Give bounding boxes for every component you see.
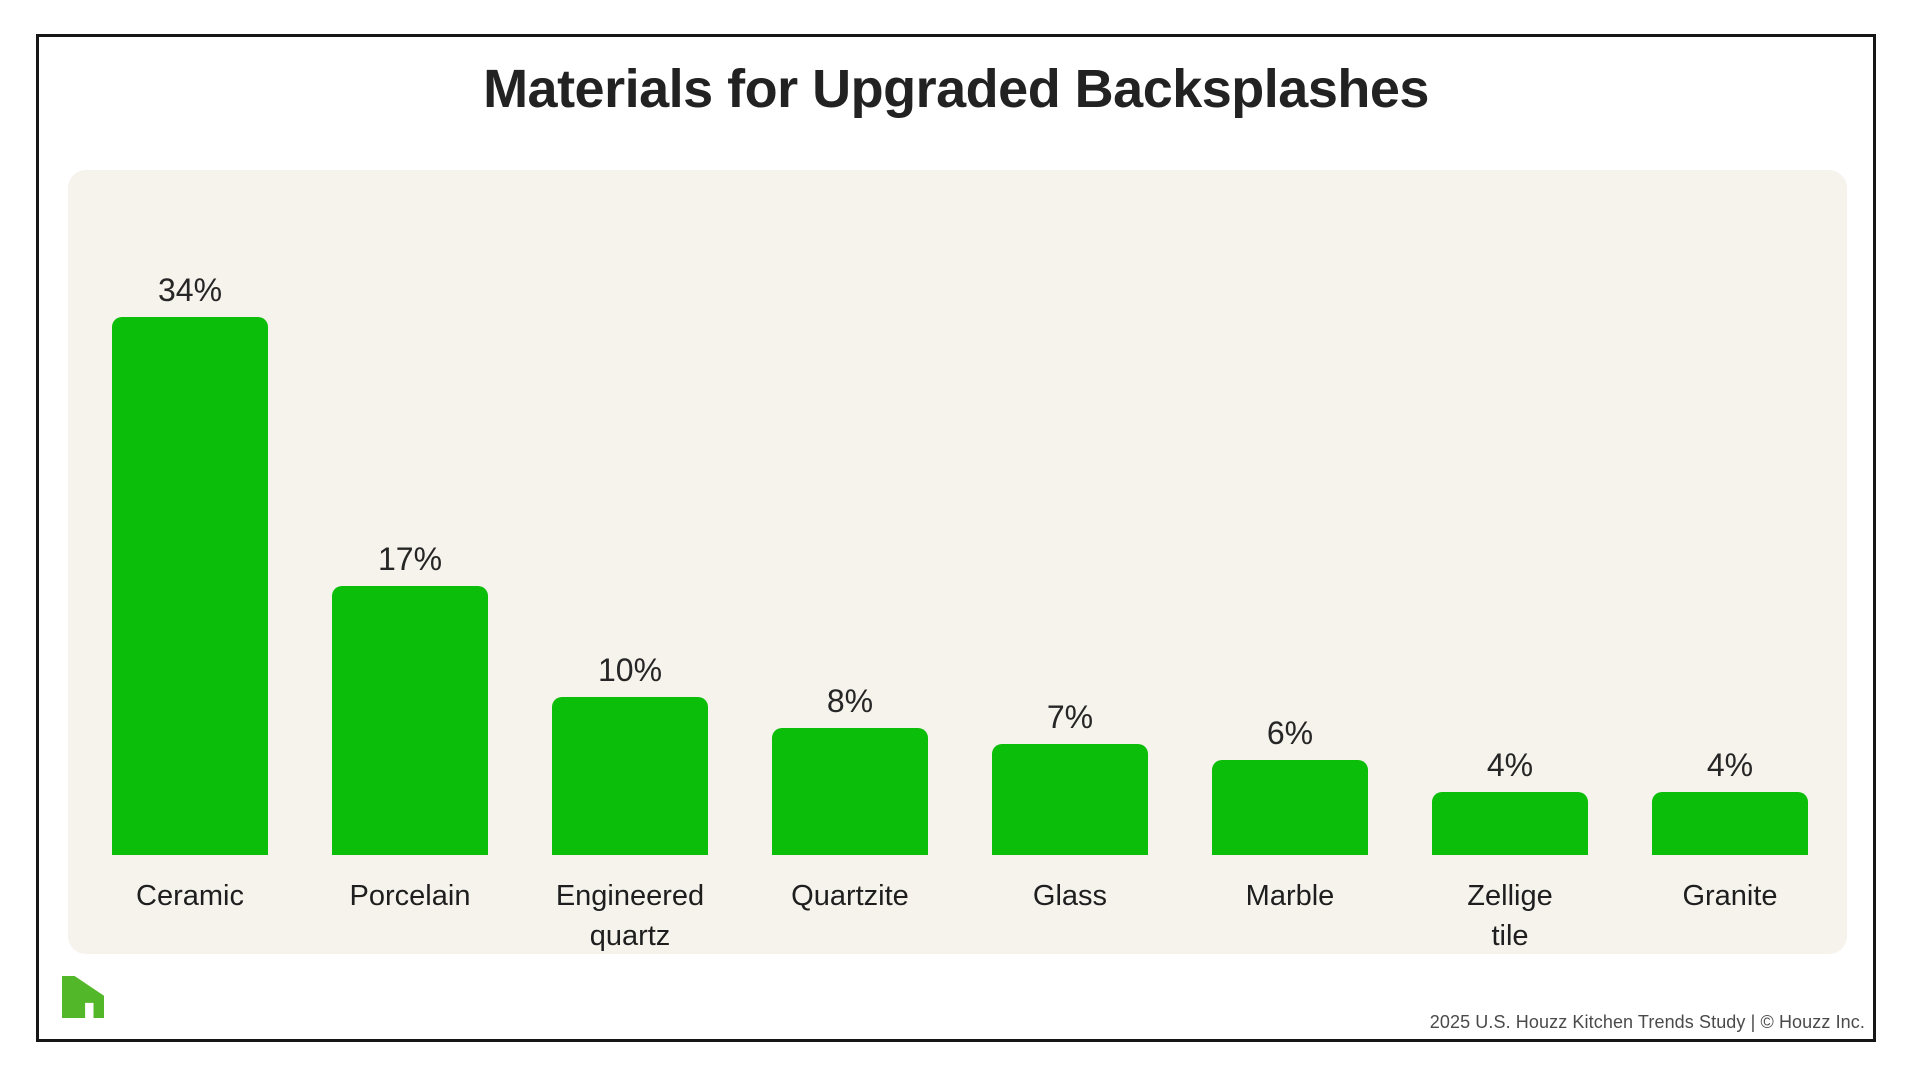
- category-label-porcelain: Porcelain: [349, 880, 471, 912]
- bar-value-marble: 6%: [1266, 715, 1314, 751]
- category-label-zellige-tile: Zellige tile: [1467, 880, 1553, 953]
- bar-value-ceramic: 34%: [157, 272, 223, 308]
- category-label-glass: Glass: [1032, 880, 1108, 912]
- bar-value-zellige-tile: 4%: [1486, 747, 1534, 783]
- bar-value-porcelain: 17%: [377, 541, 443, 577]
- bar-group-granite: 4%: [1620, 170, 1840, 855]
- bar-porcelain: [332, 586, 488, 855]
- bar-value-quartzite: 8%: [826, 683, 874, 719]
- bar-value-engineered-quartz: 10%: [597, 652, 663, 688]
- bar-value-glass: 7%: [1046, 699, 1094, 735]
- bar-marble: [1212, 760, 1368, 855]
- bar-group-quartzite: 8%: [740, 170, 960, 855]
- bar-ceramic: [112, 317, 268, 855]
- category-labels-row: Ceramic Porcelain Engineered quartz Quar…: [80, 876, 1840, 956]
- bar-group-ceramic: 34%: [80, 170, 300, 855]
- category-label-quartzite: Quartzite: [791, 880, 909, 912]
- category-label-granite: Granite: [1682, 880, 1778, 912]
- bar-zellige-tile: [1432, 792, 1588, 855]
- bar-value-granite: 4%: [1706, 747, 1754, 783]
- bar-engineered-quartz: [552, 697, 708, 855]
- chart-title: Materials for Upgraded Backsplashes: [483, 59, 1429, 119]
- category-label-engineered-quartz: Engineered quartz: [555, 880, 705, 953]
- category-label-ceramic: Ceramic: [136, 880, 244, 912]
- attribution-text: 2025 U.S. Houzz Kitchen Trends Study | ©…: [1429, 1012, 1865, 1032]
- bar-quartzite: [772, 728, 928, 855]
- bars-row: 34% 17% 10% 8% 7% 6% 4% 4%: [80, 170, 1840, 855]
- bar-granite: [1652, 792, 1808, 855]
- bar-group-engineered-quartz: 10%: [520, 170, 740, 855]
- bar-group-marble: 6%: [1180, 170, 1400, 855]
- houzz-logo-icon: [62, 976, 104, 1018]
- bar-group-zellige-tile: 4%: [1400, 170, 1620, 855]
- bar-group-glass: 7%: [960, 170, 1180, 855]
- bar-glass: [992, 744, 1148, 855]
- chart-panel: 34% 17% 10% 8% 7% 6% 4% 4%: [68, 170, 1847, 954]
- category-label-marble: Marble: [1245, 880, 1335, 912]
- bar-group-porcelain: 17%: [300, 170, 520, 855]
- houzz-logo-shape: [62, 976, 104, 1018]
